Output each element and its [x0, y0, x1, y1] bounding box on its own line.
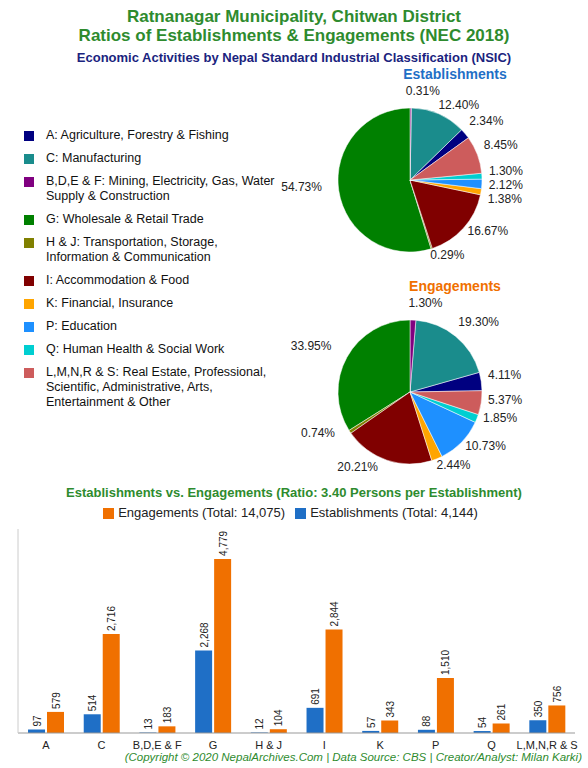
svg-text:1.38%: 1.38%: [488, 192, 522, 206]
svg-text:57: 57: [366, 716, 377, 728]
svg-text:756: 756: [552, 685, 563, 702]
html-text:G: Wholesale & Retail Trade: G: Wholesale & Retail Trade: [46, 212, 204, 226]
svg-text:16.67%: 16.67%: [468, 224, 509, 238]
svg-text:5.37%: 5.37%: [488, 393, 522, 407]
svg-text:P: P: [432, 739, 439, 751]
svg-text:514: 514: [87, 694, 98, 711]
svg-text:8.45%: 8.45%: [484, 138, 518, 152]
svg-text:I: I: [323, 739, 326, 751]
html-text:H & J: Transportation, Storage: H & J: Transportation, Storage, Informat…: [46, 235, 218, 264]
html-text:Establishments vs. Engagements: Establishments vs. Engagements (Ratio: 3…: [66, 485, 522, 500]
svg-text:54.73%: 54.73%: [281, 180, 322, 194]
svg-text:2.12%: 2.12%: [489, 178, 523, 192]
svg-text:B,D,E & F: B,D,E & F: [133, 739, 182, 751]
svg-text:2.34%: 2.34%: [469, 114, 503, 128]
svg-text:L,M,N,R & S: L,M,N,R & S: [517, 739, 578, 751]
svg-text:20.21%: 20.21%: [337, 460, 378, 474]
svg-text:691: 691: [310, 688, 321, 705]
svg-text:0.74%: 0.74%: [301, 426, 335, 440]
svg-text:104: 104: [273, 709, 284, 726]
svg-text:1,510: 1,510: [440, 650, 451, 675]
svg-text:0.31%: 0.31%: [406, 84, 440, 98]
svg-text:12: 12: [254, 718, 265, 730]
svg-text:4,779: 4,779: [218, 530, 229, 555]
html-text:Ratios of Establishments & Eng: Ratios of Establishments & Engagements (…: [78, 26, 510, 45]
svg-text:19.30%: 19.30%: [458, 315, 499, 329]
html-text:A: Agriculture, Forestry & Fis: A: Agriculture, Forestry & Fishing: [46, 128, 229, 142]
html-text:P: Education: P: Education: [46, 319, 117, 333]
svg-text:579: 579: [51, 692, 62, 709]
html-text:Engagements (Total: 14,075): Engagements (Total: 14,075): [118, 505, 286, 520]
svg-text:350: 350: [533, 700, 544, 717]
svg-text:343: 343: [385, 700, 396, 717]
html-text:Economic Activities by Nepal S: Economic Activities by Nepal Standard In…: [76, 50, 512, 65]
svg-text:4.11%: 4.11%: [488, 368, 521, 382]
svg-text:13: 13: [143, 718, 154, 730]
svg-text:0.29%: 0.29%: [430, 248, 464, 262]
svg-text:1.30%: 1.30%: [489, 164, 523, 178]
svg-text:K: K: [376, 739, 384, 751]
html-text:Q: Human Health & Social Work: Q: Human Health & Social Work: [46, 342, 225, 356]
html-text:K: Financial, Insurance: K: Financial, Insurance: [46, 296, 174, 310]
html-text:B,D,E & F: Mining, Electricity: B,D,E & F: Mining, Electricity, Gas, Wat…: [46, 174, 275, 203]
svg-text:10.73%: 10.73%: [465, 439, 506, 453]
html-text:Ratnanagar Municipality, Chitw: Ratnanagar Municipality, Chitwan Distric…: [127, 7, 461, 26]
html-text:C: Manufacturing: C: Manufacturing: [46, 151, 142, 165]
svg-text:2.44%: 2.44%: [437, 458, 471, 472]
svg-text:A: A: [42, 739, 50, 751]
svg-text:1.85%: 1.85%: [483, 411, 517, 425]
svg-text:183: 183: [162, 706, 173, 723]
svg-text:54: 54: [477, 716, 488, 728]
svg-text:261: 261: [496, 703, 507, 720]
html-text:L,M,N,R & S: Real Estate, Prof: L,M,N,R & S: Real Estate, Professional, …: [46, 365, 267, 409]
svg-text:G: G: [209, 739, 218, 751]
html-text:Engagements: Engagements: [409, 278, 501, 294]
svg-text:88: 88: [421, 715, 432, 727]
svg-text:2,844: 2,844: [329, 601, 340, 626]
html-text:I: Accommodation & Food: I: Accommodation & Food: [46, 273, 190, 287]
svg-text:2,268: 2,268: [199, 622, 210, 647]
svg-text:2,716: 2,716: [106, 606, 117, 631]
svg-text:H & J: H & J: [255, 739, 282, 751]
html-text:Establishments: Establishments: [403, 66, 507, 82]
svg-text:1.30%: 1.30%: [408, 296, 442, 310]
svg-text:33.95%: 33.95%: [291, 339, 332, 353]
svg-text:12.40%: 12.40%: [438, 98, 479, 112]
svg-text:C: C: [98, 739, 106, 751]
html-text:Establishments (Total: 4,144): Establishments (Total: 4,144): [310, 505, 478, 520]
svg-text:97: 97: [32, 715, 43, 727]
html-text:(Copyright © 2020 NepalArchive: (Copyright © 2020 NepalArchives.Com | Da…: [124, 751, 582, 763]
svg-text:Q: Q: [487, 739, 496, 751]
